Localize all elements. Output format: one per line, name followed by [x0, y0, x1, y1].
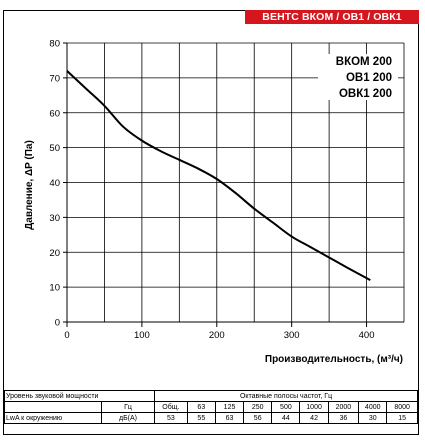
legend-bg — [318, 54, 398, 100]
header-cell: 125 — [214, 401, 245, 413]
unit-hz: Гц — [100, 401, 156, 413]
sound-table-title: Уровень звуковой мощности — [3, 390, 156, 402]
header-cell: 8000 — [386, 401, 418, 413]
value-cell: 63 — [214, 412, 245, 424]
grid — [67, 42, 405, 322]
model-label-2: ОВ1 200 — [346, 72, 392, 84]
bands-title: Октавные полосы частот, Гц — [154, 390, 418, 402]
chart-frame — [3, 10, 419, 435]
x-tick-label: 300 — [284, 330, 300, 341]
value-cell: 42 — [299, 412, 329, 424]
model-label-3: ОВК1 200 — [339, 88, 392, 100]
sound-table-header-row: Гц Общ. 63 125 250 500 1000 2000 4000 80… — [4, 401, 418, 413]
sound-table: Уровень звуковой мощности Октавные полос… — [3, 390, 418, 424]
value-cell: 44 — [271, 412, 301, 424]
model-label-1: ВКОМ 200 — [336, 56, 392, 68]
y-axis-title: Давление, ΔP (Па) — [24, 140, 35, 230]
sound-table-value-row: LwA к окружению дБ(А) 53 55 63 56 44 42 … — [4, 412, 418, 424]
y-tick-label: 10 — [49, 283, 60, 294]
x-tick-label: 400 — [359, 330, 375, 341]
value-cell: 36 — [327, 412, 360, 424]
y-tick-label: 80 — [49, 39, 60, 50]
header-cell: 2000 — [327, 401, 360, 413]
value-cell: 30 — [358, 412, 388, 424]
product-badge: ВЕНТС ВКОМ / ОВ1 / ОВК1 — [245, 10, 419, 24]
header-cell: 4000 — [358, 401, 388, 413]
value-cell: 55 — [186, 412, 216, 424]
y-tick-label: 40 — [49, 178, 60, 189]
y-tick-label: 50 — [49, 143, 60, 154]
header-cell: 63 — [186, 401, 216, 413]
axes — [63, 42, 404, 327]
value-cell: 56 — [243, 412, 273, 424]
header-cell: 1000 — [299, 401, 329, 413]
header-cell: 500 — [271, 401, 301, 413]
y-tick-label: 70 — [49, 73, 60, 84]
tick-labels: 0 10 20 30 40 50 60 70 80 0 100 200 300 400 — [49, 39, 374, 342]
y-tick-label: 0 — [55, 318, 60, 329]
x-tick-label: 0 — [64, 330, 69, 341]
unit-db: дБ(А) — [100, 412, 156, 424]
y-tick-label: 60 — [49, 108, 60, 119]
y-tick-label: 20 — [49, 248, 60, 259]
sound-table-title-row: Уровень звуковой мощности Октавные полос… — [3, 390, 418, 402]
performance-curve — [66, 70, 371, 282]
row-label: LwA к окружению — [4, 412, 102, 424]
x-tick-label: 100 — [134, 330, 150, 341]
header-cell: Общ. — [154, 401, 188, 413]
y-tick-label: 30 — [49, 213, 60, 224]
value-cell: 15 — [386, 412, 418, 424]
header-cell: 250 — [243, 401, 273, 413]
value-cell: 53 — [154, 412, 188, 424]
x-tick-label: 200 — [209, 330, 225, 341]
x-axis-title: Производительность, (м³/ч) — [265, 354, 403, 365]
